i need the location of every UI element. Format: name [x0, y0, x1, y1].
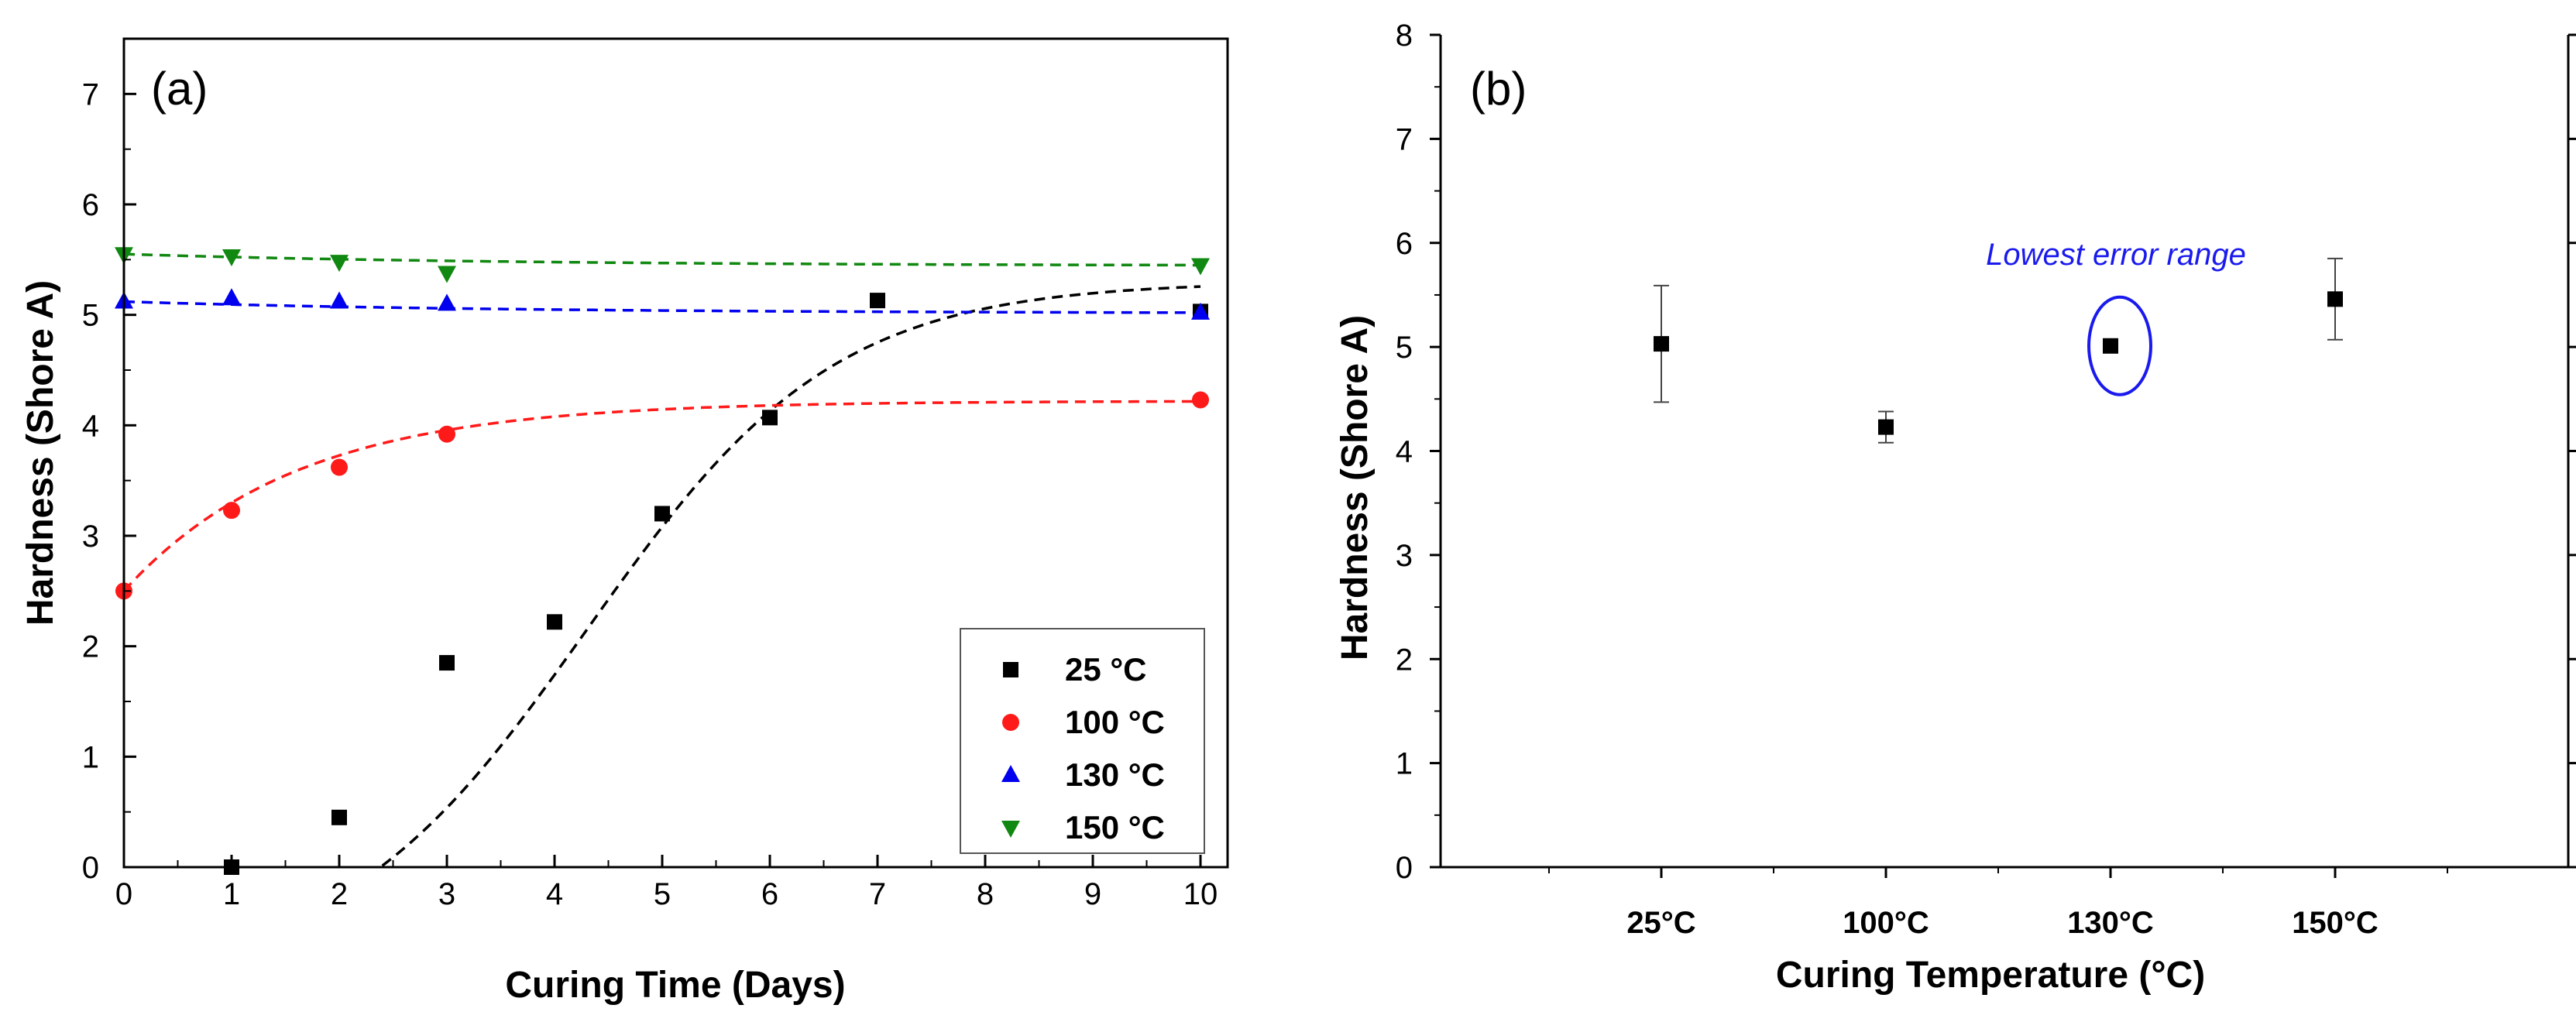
- panel-a-label: (a): [151, 63, 208, 115]
- legend-marker-130c: [1001, 765, 1020, 782]
- y-tick-label: 4: [1396, 435, 1413, 469]
- point-25c: [331, 809, 347, 825]
- legend-box: [960, 628, 1205, 854]
- annotation-lowest-error-range: Lowest error range: [1986, 238, 2246, 272]
- legend-label-130c: 130 °C: [1065, 756, 1165, 793]
- legend-marker-150c: [1001, 821, 1020, 838]
- x-tick-label: 130°C: [2067, 906, 2154, 940]
- y-tick-label: 0: [1396, 851, 1413, 885]
- y-tick-label: 3: [82, 520, 99, 554]
- y-tick-label: 5: [1396, 331, 1413, 365]
- panel-b-data-points: [1654, 291, 2343, 435]
- y-tick-label: 1: [82, 740, 99, 774]
- x-tick-label: 3: [438, 877, 455, 911]
- legend-marker-100c: [1002, 714, 1019, 731]
- panel-a-x-axis-ticks: 0 1 2 3 4 5 6 7 8 9 10: [115, 855, 1218, 911]
- point-25c: [547, 614, 562, 630]
- point-25c: [762, 410, 778, 426]
- x-tick-label: 7: [869, 877, 886, 911]
- y-tick-label: 7: [82, 77, 99, 111]
- panel-b-annotation: Lowest error range: [1986, 238, 2246, 396]
- panel-a-y-axis-title: Hardness (Shore A): [20, 280, 61, 626]
- point-25c: [654, 506, 670, 522]
- x-tick-label: 5: [654, 877, 671, 911]
- panel-a-chart: (a) 0 1 2 3 4 5 6 7 8 9 10 0 1 2 3 4 5 6 7 Curing Time (D…: [20, 37, 1229, 1006]
- point-130c: [438, 293, 456, 311]
- fit-curve-130c: [123, 300, 1200, 314]
- panel-a-legend: 25 °C 100 °C 130 °C 150 °C: [960, 628, 1205, 854]
- panel-a-y-axis-ticks: 0 1 2 3 4 5 6 7: [82, 77, 136, 885]
- fit-curve-150c: [123, 252, 1200, 267]
- panel-b-error-bars: [1654, 257, 2343, 444]
- point-150c: [330, 255, 349, 273]
- point-150c: [438, 266, 456, 283]
- x-tick-label: 25°C: [1626, 906, 1695, 940]
- point-130c: [222, 288, 241, 306]
- panel-b-y-axis-title: Hardness (Shore A): [1334, 315, 1376, 660]
- y-tick-label: 7: [1396, 122, 1413, 156]
- y-tick-label: 5: [82, 299, 99, 333]
- point-100c: [223, 502, 240, 520]
- point-25c: [870, 293, 885, 309]
- point-25c: [439, 655, 455, 671]
- point-25c: [1654, 336, 1669, 352]
- x-tick-label: 0: [115, 877, 132, 911]
- y-tick-label: 6: [82, 188, 99, 222]
- panel-b-chart: (b) 25°C 100°C 130°C 150°C 0 1 2 3 4 5 6 7 8 Curing…: [1334, 19, 2576, 996]
- annotation-highlight-ellipse: [2087, 295, 2152, 396]
- fit-curve-100c: [122, 400, 1200, 592]
- x-tick-label: 8: [977, 877, 994, 911]
- x-tick-label: 150°C: [2292, 906, 2379, 940]
- x-tick-label: 1: [223, 877, 240, 911]
- legend-marker-25c: [1003, 662, 1018, 677]
- point-130c: [2103, 338, 2118, 354]
- point-130c: [1191, 302, 1210, 320]
- fit-curve-25c: [381, 285, 1201, 867]
- panel-a-x-axis-title: Curing Time (Days): [505, 965, 845, 1006]
- panel-a-plot-frame: [122, 37, 1229, 869]
- x-tick-label: 100°C: [1843, 906, 1929, 940]
- legend-label-150c: 150 °C: [1065, 809, 1165, 845]
- panel-a-data-points: [115, 247, 1210, 875]
- point-100c: [1878, 419, 1894, 435]
- point-100c: [1192, 391, 1209, 409]
- y-tick-label: 6: [1396, 227, 1413, 261]
- panel-b-y-axis-ticks: 0 1 2 3 4 5 6 7 8: [1396, 19, 2576, 885]
- y-tick-label: 3: [1396, 539, 1413, 573]
- x-tick-label: 4: [546, 877, 563, 911]
- point-150c: [222, 249, 241, 267]
- point-150c: [2327, 291, 2343, 307]
- x-tick-label: 6: [761, 877, 778, 911]
- point-150c: [1191, 258, 1210, 276]
- point-100c: [438, 425, 455, 443]
- x-tick-label: 10: [1183, 877, 1218, 911]
- y-tick-label: 2: [1396, 643, 1413, 677]
- y-tick-label: 4: [82, 409, 99, 443]
- legend-label-100c: 100 °C: [1065, 704, 1165, 740]
- x-tick-label: 9: [1084, 877, 1101, 911]
- legend-label-25c: 25 °C: [1065, 651, 1147, 688]
- y-tick-label: 8: [1396, 19, 1413, 53]
- panel-b-axes: [1439, 35, 2570, 869]
- point-100c: [331, 458, 348, 476]
- x-tick-label: 2: [331, 877, 348, 911]
- y-tick-label: 1: [1396, 747, 1413, 781]
- panel-b-label: (b): [1470, 63, 1527, 115]
- y-tick-label: 2: [82, 630, 99, 664]
- y-tick-label: 0: [82, 851, 99, 885]
- panel-b-x-axis-title: Curing Temperature (°C): [1776, 955, 2205, 996]
- panel-a-fit-curves: [122, 252, 1201, 867]
- panel-b-x-axis-ticks: 25°C 100°C 130°C 150°C: [1548, 867, 2448, 940]
- point-130c: [330, 291, 349, 309]
